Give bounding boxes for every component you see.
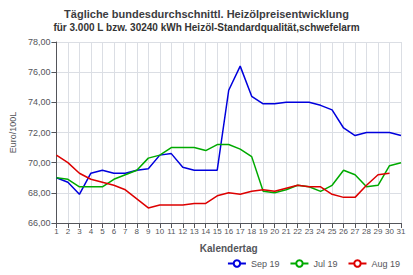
svg-text:19: 19 — [259, 227, 268, 236]
svg-text:72,00: 72,00 — [28, 128, 51, 138]
svg-text:26: 26 — [339, 227, 348, 236]
svg-text:Tägliche bundesdurchschnittl.: Tägliche bundesdurchschnittl. Heizölprei… — [64, 8, 349, 20]
svg-text:24: 24 — [316, 227, 325, 236]
svg-text:Kalendertag: Kalendertag — [200, 243, 258, 254]
svg-text:6: 6 — [112, 227, 117, 236]
svg-text:11: 11 — [167, 227, 176, 236]
svg-text:18: 18 — [247, 227, 256, 236]
svg-text:5: 5 — [100, 227, 105, 236]
svg-text:7: 7 — [123, 227, 128, 236]
svg-text:66,00: 66,00 — [28, 218, 51, 228]
svg-text:68,00: 68,00 — [28, 188, 51, 198]
svg-text:70,00: 70,00 — [28, 158, 51, 168]
svg-text:Jul 19: Jul 19 — [313, 259, 337, 269]
svg-text:Sep 19: Sep 19 — [251, 259, 280, 269]
svg-text:21: 21 — [282, 227, 291, 236]
svg-text:4: 4 — [89, 227, 94, 236]
svg-text:28: 28 — [362, 227, 371, 236]
svg-text:17: 17 — [236, 227, 245, 236]
svg-text:für 3.000 L bzw. 30240 kWh Hei: für 3.000 L bzw. 30240 kWh Heizöl-Standa… — [53, 22, 359, 33]
svg-text:29: 29 — [374, 227, 383, 236]
svg-text:8: 8 — [135, 227, 140, 236]
svg-text:Aug 19: Aug 19 — [371, 259, 400, 269]
svg-text:27: 27 — [351, 227, 360, 236]
svg-text:22: 22 — [293, 227, 302, 236]
svg-text:16: 16 — [224, 227, 233, 236]
svg-text:15: 15 — [213, 227, 222, 236]
svg-text:78,00: 78,00 — [28, 37, 51, 47]
svg-text:31: 31 — [397, 227, 406, 236]
svg-text:2: 2 — [66, 227, 71, 236]
svg-text:25: 25 — [328, 227, 337, 236]
svg-text:14: 14 — [201, 227, 210, 236]
svg-text:Euro/100L: Euro/100L — [8, 112, 18, 154]
svg-text:10: 10 — [155, 227, 164, 236]
svg-text:30: 30 — [385, 227, 394, 236]
svg-text:20: 20 — [270, 227, 279, 236]
svg-text:74,00: 74,00 — [28, 97, 51, 107]
svg-text:3: 3 — [77, 227, 82, 236]
svg-text:13: 13 — [190, 227, 199, 236]
svg-text:12: 12 — [178, 227, 187, 236]
svg-text:76,00: 76,00 — [28, 67, 51, 77]
svg-text:9: 9 — [146, 227, 151, 236]
svg-text:23: 23 — [305, 227, 314, 236]
svg-text:1: 1 — [54, 227, 59, 236]
